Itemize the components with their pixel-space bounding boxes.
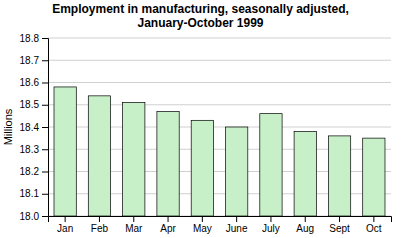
y-tick-label: 18.0	[20, 211, 40, 222]
x-tick-label: July	[262, 223, 280, 234]
y-tick-label: 18.2	[20, 166, 40, 177]
y-tick-mark	[42, 83, 48, 84]
chart: 18.0 18.1 18.2 18.3 18.4 18.5 18.6 18.7 18.8 Jan F…	[0, 0, 401, 238]
y-tick-label: 18.3	[20, 144, 40, 155]
y-tick: 18.6	[20, 77, 48, 88]
bar	[54, 87, 76, 216]
x-tick: Mar	[125, 216, 143, 234]
grid-line	[48, 82, 391, 83]
y-tick: 18.3	[20, 144, 48, 155]
y-tick-mark	[42, 60, 48, 61]
y-tick-mark	[42, 127, 48, 128]
x-tick-mark	[133, 216, 134, 222]
x-tick-label: Oct	[366, 223, 382, 234]
bar	[123, 103, 145, 216]
x-tick-label: Feb	[91, 223, 109, 234]
x-tick-label: Aug	[296, 223, 314, 234]
y-tick: 18.1	[20, 188, 48, 199]
grid	[48, 38, 391, 216]
y-tick-label: 18.6	[20, 77, 40, 88]
x-tick: Apr	[160, 216, 176, 234]
x-tick-label: June	[226, 223, 248, 234]
y-tick: 18.0	[20, 211, 48, 222]
x-tick: Oct	[366, 216, 382, 234]
y-tick-label: 18.8	[20, 33, 40, 44]
bar	[260, 114, 282, 216]
bar	[157, 111, 179, 216]
x-tick: May	[193, 216, 212, 234]
x-tick: Feb	[91, 216, 109, 234]
y-tick: 18.7	[20, 55, 48, 66]
bar	[191, 120, 213, 216]
x-tick: June	[226, 216, 248, 234]
x-tick: July	[262, 216, 280, 234]
x-tick-label: May	[193, 223, 212, 234]
bars	[54, 87, 385, 216]
x-tick-label: Mar	[125, 223, 143, 234]
bar	[88, 96, 110, 216]
y-tick-label: 18.5	[20, 99, 40, 110]
x-tick-mark	[99, 216, 100, 222]
grid-line	[48, 60, 391, 61]
x-tick-mark	[305, 216, 306, 222]
y-tick-mark	[42, 216, 48, 217]
y-tick-mark	[42, 38, 48, 39]
y-tick-label: 18.4	[20, 122, 40, 133]
y-tick: 18.8	[20, 33, 48, 44]
x-tick-mark	[168, 216, 169, 222]
x-tick-mark	[236, 216, 237, 222]
y-axis: 18.0 18.1 18.2 18.3 18.4 18.5 18.6 18.7 18.8	[20, 33, 49, 222]
x-tick-mark	[373, 216, 374, 222]
x-tick-label: Jan	[57, 223, 73, 234]
y-tick-mark	[42, 149, 48, 150]
y-tick: 18.2	[20, 166, 48, 177]
x-tick-mark	[270, 216, 271, 222]
x-tick: Aug	[296, 216, 314, 234]
y-tick-mark	[42, 105, 48, 106]
x-axis: Jan Feb Mar Apr May June July Aug Sept Oct	[49, 216, 392, 234]
bar	[226, 127, 248, 216]
x-tick-label: Apr	[160, 223, 176, 234]
plot: 18.0 18.1 18.2 18.3 18.4 18.5 18.6 18.7 18.8 Jan F…	[20, 33, 392, 234]
x-tick-mark	[202, 216, 203, 222]
y-tick-label: 18.7	[20, 55, 40, 66]
x-tick: Jan	[57, 216, 73, 234]
bar	[294, 131, 316, 216]
y-tick: 18.5	[20, 99, 48, 110]
x-tick-mark	[339, 216, 340, 222]
x-tick: Sept	[329, 216, 350, 234]
x-tick-mark	[65, 216, 66, 222]
y-tick: 18.4	[20, 122, 48, 133]
y-tick-mark	[42, 172, 48, 173]
y-tick-label: 18.1	[20, 188, 40, 199]
title: Employment in manufacturing, seasonally …	[52, 2, 349, 30]
x-axis-line	[49, 217, 392, 223]
y-axis-title: Millions	[2, 108, 14, 145]
bar	[328, 136, 350, 216]
y-tick-mark	[42, 194, 48, 195]
grid-line	[48, 38, 391, 39]
bar	[363, 138, 385, 216]
x-tick-label: Sept	[329, 223, 350, 234]
y-axis-line	[42, 39, 49, 217]
